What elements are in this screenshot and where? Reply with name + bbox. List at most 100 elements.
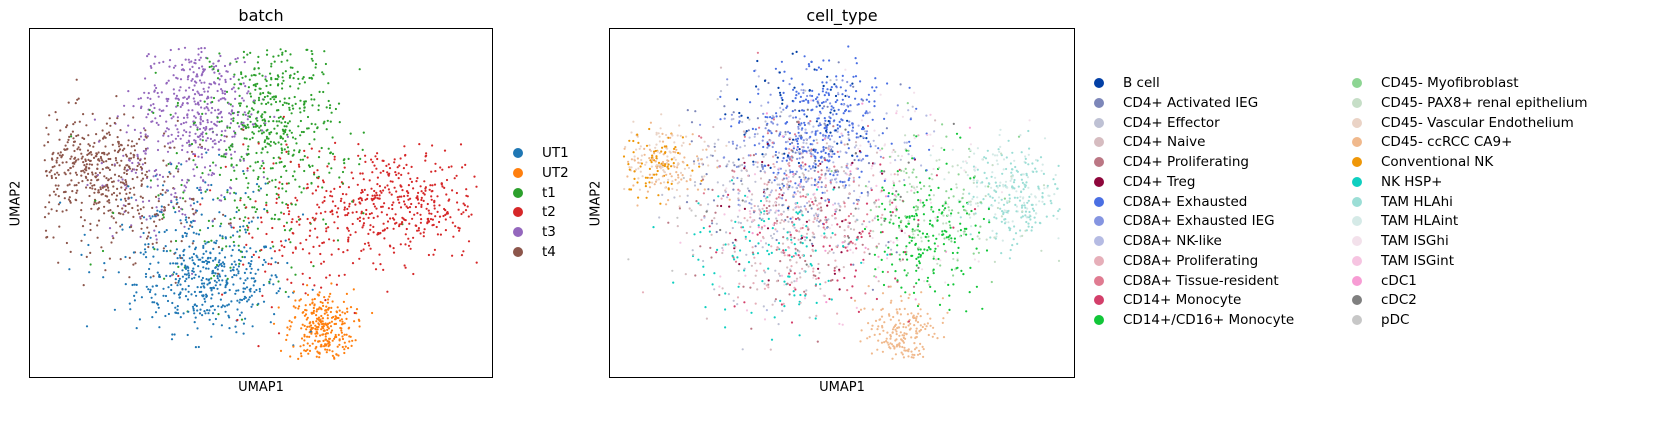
point-t1 xyxy=(294,178,297,181)
point-ut1 xyxy=(143,248,147,251)
point-cd8a-exhausted xyxy=(783,70,786,73)
point-t4 xyxy=(88,144,91,147)
point-t2 xyxy=(457,208,460,211)
point-cdc2 xyxy=(844,128,847,131)
point-ut1 xyxy=(311,288,314,291)
point-ut1 xyxy=(261,263,264,266)
point-cd8a-nk-like xyxy=(835,181,838,184)
point-ut1 xyxy=(224,310,227,313)
point-t1 xyxy=(263,140,266,144)
point-ut1 xyxy=(164,245,167,248)
point-tam-hlaint xyxy=(1043,187,1046,190)
point-cd14-cd16-monocyte xyxy=(917,248,920,251)
point-pdc xyxy=(849,227,852,231)
point-tam-isghi xyxy=(889,161,892,164)
point-cd8a-exhausted xyxy=(886,82,889,85)
point-t3 xyxy=(231,135,234,138)
point-nk-hsp xyxy=(842,245,845,248)
point-t2 xyxy=(298,223,301,226)
point-tam-hlaint xyxy=(1040,169,1043,172)
point-t3 xyxy=(100,162,103,165)
point-t3 xyxy=(145,116,148,119)
point-cd14-monocyte xyxy=(860,235,863,239)
point-ut1 xyxy=(228,288,231,292)
point-ut1 xyxy=(196,256,199,259)
point-t3 xyxy=(230,88,234,91)
point-t2 xyxy=(306,156,309,159)
point-t4 xyxy=(50,157,54,160)
point-t1 xyxy=(238,235,241,238)
point-ut2 xyxy=(299,345,302,348)
point-cd45-vascular-endothelium xyxy=(676,134,679,137)
point-ut1 xyxy=(273,313,276,316)
point-cd14-cd16-monocyte xyxy=(950,212,953,215)
point-t1 xyxy=(298,149,301,152)
point-t2 xyxy=(359,202,362,205)
point-t2 xyxy=(324,210,327,213)
point-cd14-monocyte xyxy=(836,279,839,282)
point-t2 xyxy=(438,204,441,207)
point-t1 xyxy=(275,132,278,135)
point-t3 xyxy=(169,161,172,164)
point-cd8a-exhausted xyxy=(815,105,818,108)
point-cd8a-exhausted-ieg xyxy=(795,170,798,173)
point-t2 xyxy=(467,215,470,218)
point-ut1 xyxy=(270,274,273,277)
point-cd4-effector xyxy=(686,194,689,197)
point-t4 xyxy=(69,157,72,160)
point-ut1 xyxy=(203,297,206,300)
point-cd4-proliferating xyxy=(861,243,864,246)
point-tam-isghi xyxy=(923,280,926,283)
point-nk-hsp xyxy=(790,238,793,241)
point-tam-hlahi xyxy=(1021,181,1024,184)
point-cd8a-exhausted xyxy=(782,91,785,94)
point-t2 xyxy=(364,154,367,157)
point-ut1 xyxy=(236,308,239,311)
point-t4 xyxy=(136,204,139,207)
point-cd45-vascular-endothelium xyxy=(707,164,710,167)
point-t2 xyxy=(347,236,350,239)
point-cd8a-exhausted xyxy=(849,84,852,87)
point-cd14-cd16-monocyte xyxy=(956,266,959,269)
point-ut2 xyxy=(318,319,321,322)
point-cd14-cd16-monocyte xyxy=(985,249,989,252)
point-t1 xyxy=(280,147,283,150)
point-t1 xyxy=(317,156,321,159)
point-t2 xyxy=(360,189,364,192)
point-t2 xyxy=(422,231,425,234)
point-ut1 xyxy=(240,298,244,302)
point-nk-hsp xyxy=(652,226,655,229)
point-t4 xyxy=(73,184,76,187)
point-t1 xyxy=(240,127,243,131)
point-ut2 xyxy=(306,293,310,296)
point-cd8a-nk-like xyxy=(833,140,836,143)
point-t4 xyxy=(141,196,144,199)
point-ut1 xyxy=(234,263,237,266)
point-t3 xyxy=(229,224,232,227)
point-nk-hsp xyxy=(819,283,822,286)
point-cd4-activated-ieg xyxy=(826,105,829,108)
point-t3 xyxy=(200,50,203,54)
point-t3 xyxy=(125,131,128,134)
point-t3 xyxy=(179,78,183,81)
point-t1 xyxy=(210,65,213,68)
point-tam-hlahi xyxy=(1027,163,1030,166)
point-cd45-myofibroblast xyxy=(888,203,892,206)
point-t2 xyxy=(348,205,351,208)
point-cd4-naive xyxy=(713,217,716,220)
point-cd8a-exhausted-ieg xyxy=(846,80,849,84)
point-t1 xyxy=(274,142,277,145)
point-t2 xyxy=(410,202,413,206)
point-ut1 xyxy=(224,237,227,240)
point-t3 xyxy=(178,89,181,92)
point-ut2 xyxy=(311,298,314,301)
point-t4 xyxy=(124,204,127,208)
point-cd45-ccrcc-ca9 xyxy=(661,132,664,135)
point-t2 xyxy=(320,262,323,265)
point-ut1 xyxy=(152,255,155,258)
point-tam-hlaint xyxy=(1013,159,1016,162)
point-ut1 xyxy=(188,274,191,277)
point-cd8a-exhausted-ieg xyxy=(761,139,764,142)
point-t4 xyxy=(76,98,79,101)
point-b-cell xyxy=(829,131,832,134)
